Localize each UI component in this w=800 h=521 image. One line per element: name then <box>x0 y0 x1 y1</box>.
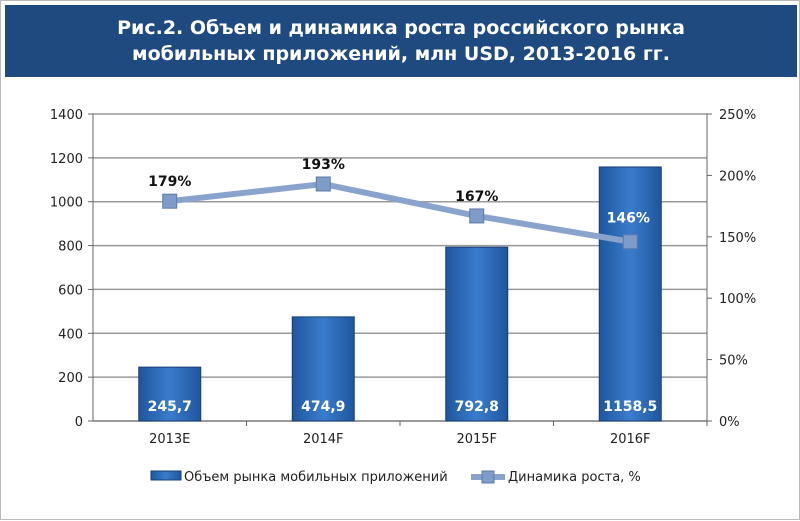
bar <box>138 366 202 422</box>
y-tick-label: 1400 <box>50 108 83 123</box>
chart-title-text: Рис.2. Объем и динамика роста российског… <box>117 17 685 65</box>
growth-marker <box>315 176 331 192</box>
growth-marker <box>469 208 485 224</box>
x-tick-label: 2013E <box>149 432 190 447</box>
bar-data-label: 792,8 <box>455 399 499 415</box>
y-tick-label: 600 <box>58 283 83 298</box>
y-tick-label: 400 <box>58 327 83 342</box>
y-tick-label: 1200 <box>50 152 83 167</box>
y-tick-label: 1000 <box>50 196 83 211</box>
bar-data-label: 474,9 <box>301 399 345 415</box>
y2-tick-label: 250% <box>719 108 756 123</box>
growth-data-label: 193% <box>302 157 345 173</box>
legend-line-marker <box>481 470 495 484</box>
x-tick-label: 2015F <box>456 432 497 447</box>
y-tick-label: 800 <box>58 240 83 255</box>
legend-bar-swatch <box>150 470 182 481</box>
y2-tick-label: 150% <box>719 231 756 246</box>
y2-tick-label: 0% <box>719 415 740 430</box>
legend-line-label: Динамика роста, % <box>508 470 641 485</box>
y2-tick-label: 100% <box>719 292 756 307</box>
chart-title: Рис.2. Объем и динамика роста российског… <box>5 5 797 77</box>
bar-data-label: 245,7 <box>148 399 192 415</box>
x-tick-label: 2016F <box>610 432 651 447</box>
bar <box>445 246 509 422</box>
y-tick-label: 0 <box>75 415 83 430</box>
bar <box>291 316 355 422</box>
growth-marker <box>162 193 178 209</box>
y2-tick-label: 200% <box>719 169 756 184</box>
x-tick-label: 2014F <box>303 432 344 447</box>
y-tick-label: 200 <box>58 371 83 386</box>
legend-bar-label: Объем рынка мобильных приложений <box>184 470 448 485</box>
growth-data-label: 146% <box>607 211 650 227</box>
bar <box>598 166 662 422</box>
growth-data-label: 167% <box>455 189 498 205</box>
y2-tick-label: 50% <box>719 354 748 369</box>
bar-data-label: 1158,5 <box>603 399 657 415</box>
growth-line <box>169 180 631 245</box>
growth-marker <box>622 234 638 250</box>
growth-data-label: 179% <box>148 174 191 190</box>
